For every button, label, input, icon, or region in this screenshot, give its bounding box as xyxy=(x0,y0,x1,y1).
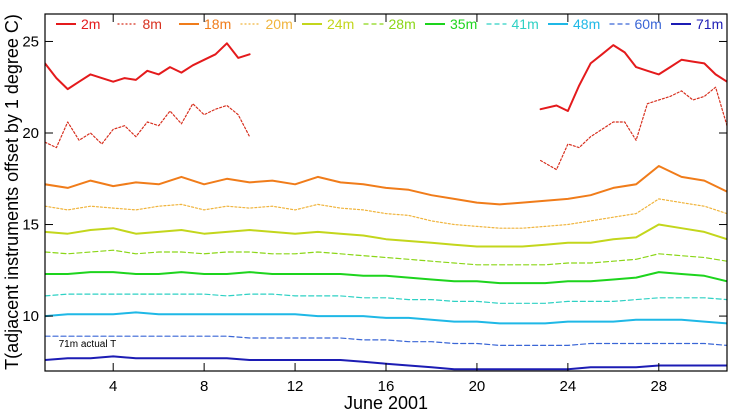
series-layer xyxy=(45,42,727,371)
y-tick-label-25: 25 xyxy=(22,33,39,50)
x-tick-label-12: 12 xyxy=(287,378,304,395)
series-line-60m-seg0 xyxy=(45,335,727,346)
series-line-48m-seg0 xyxy=(45,311,727,325)
annotation-71m-actual: 71m actual T xyxy=(59,339,117,350)
x-tick-label-16: 16 xyxy=(378,378,395,395)
series-line-8m-seg0 xyxy=(45,103,251,149)
series-line-2m-seg1 xyxy=(539,44,727,112)
legend-label-24m: 24m xyxy=(327,16,354,32)
x-tick-label-8: 8 xyxy=(200,378,208,395)
legend-label-35m: 35m xyxy=(450,16,477,32)
x-axis-title: June 2001 xyxy=(344,393,428,413)
x-tick-label-24: 24 xyxy=(560,378,577,395)
series-line-24m-seg0 xyxy=(45,223,727,248)
y-axis-title: T(adjacent instruments offset by 1 degre… xyxy=(2,14,22,370)
legend-label-48m: 48m xyxy=(573,16,600,32)
series-line-35m-seg0 xyxy=(45,271,727,285)
y-tick-label-20: 20 xyxy=(22,125,39,142)
series-line-28m-seg0 xyxy=(45,249,727,266)
y-tick-label-10: 10 xyxy=(22,308,39,325)
x-tick-label-20: 20 xyxy=(469,378,486,395)
series-line-8m-seg1 xyxy=(540,86,727,171)
legend-label-18m: 18m xyxy=(204,16,231,32)
ticks-layer: 4 8 12 16 20 24 28 10 15 20 25 xyxy=(22,14,727,395)
series-line-20m-seg0 xyxy=(45,198,727,229)
x-tick-label-4: 4 xyxy=(109,378,117,395)
x-tick-label-28: 28 xyxy=(650,378,667,395)
series-line-41m-seg0 xyxy=(45,293,727,304)
legend-label-60m: 60m xyxy=(635,16,662,32)
legend-label-20m: 20m xyxy=(266,16,293,32)
legend-label-2m: 2m xyxy=(81,16,100,32)
legend-label-71m: 71m xyxy=(696,16,723,32)
series-line-2m-seg0 xyxy=(45,42,251,91)
legend-label-41m: 41m xyxy=(512,16,539,32)
legend-label-8m: 8m xyxy=(143,16,162,32)
y-tick-label-15: 15 xyxy=(22,217,39,234)
legend-label-28m: 28m xyxy=(389,16,416,32)
series-line-18m-seg0 xyxy=(45,165,727,206)
legend: 2m 8m 18m 20m 24m 28m 35m 41m 48m 60m 71m xyxy=(56,16,723,32)
